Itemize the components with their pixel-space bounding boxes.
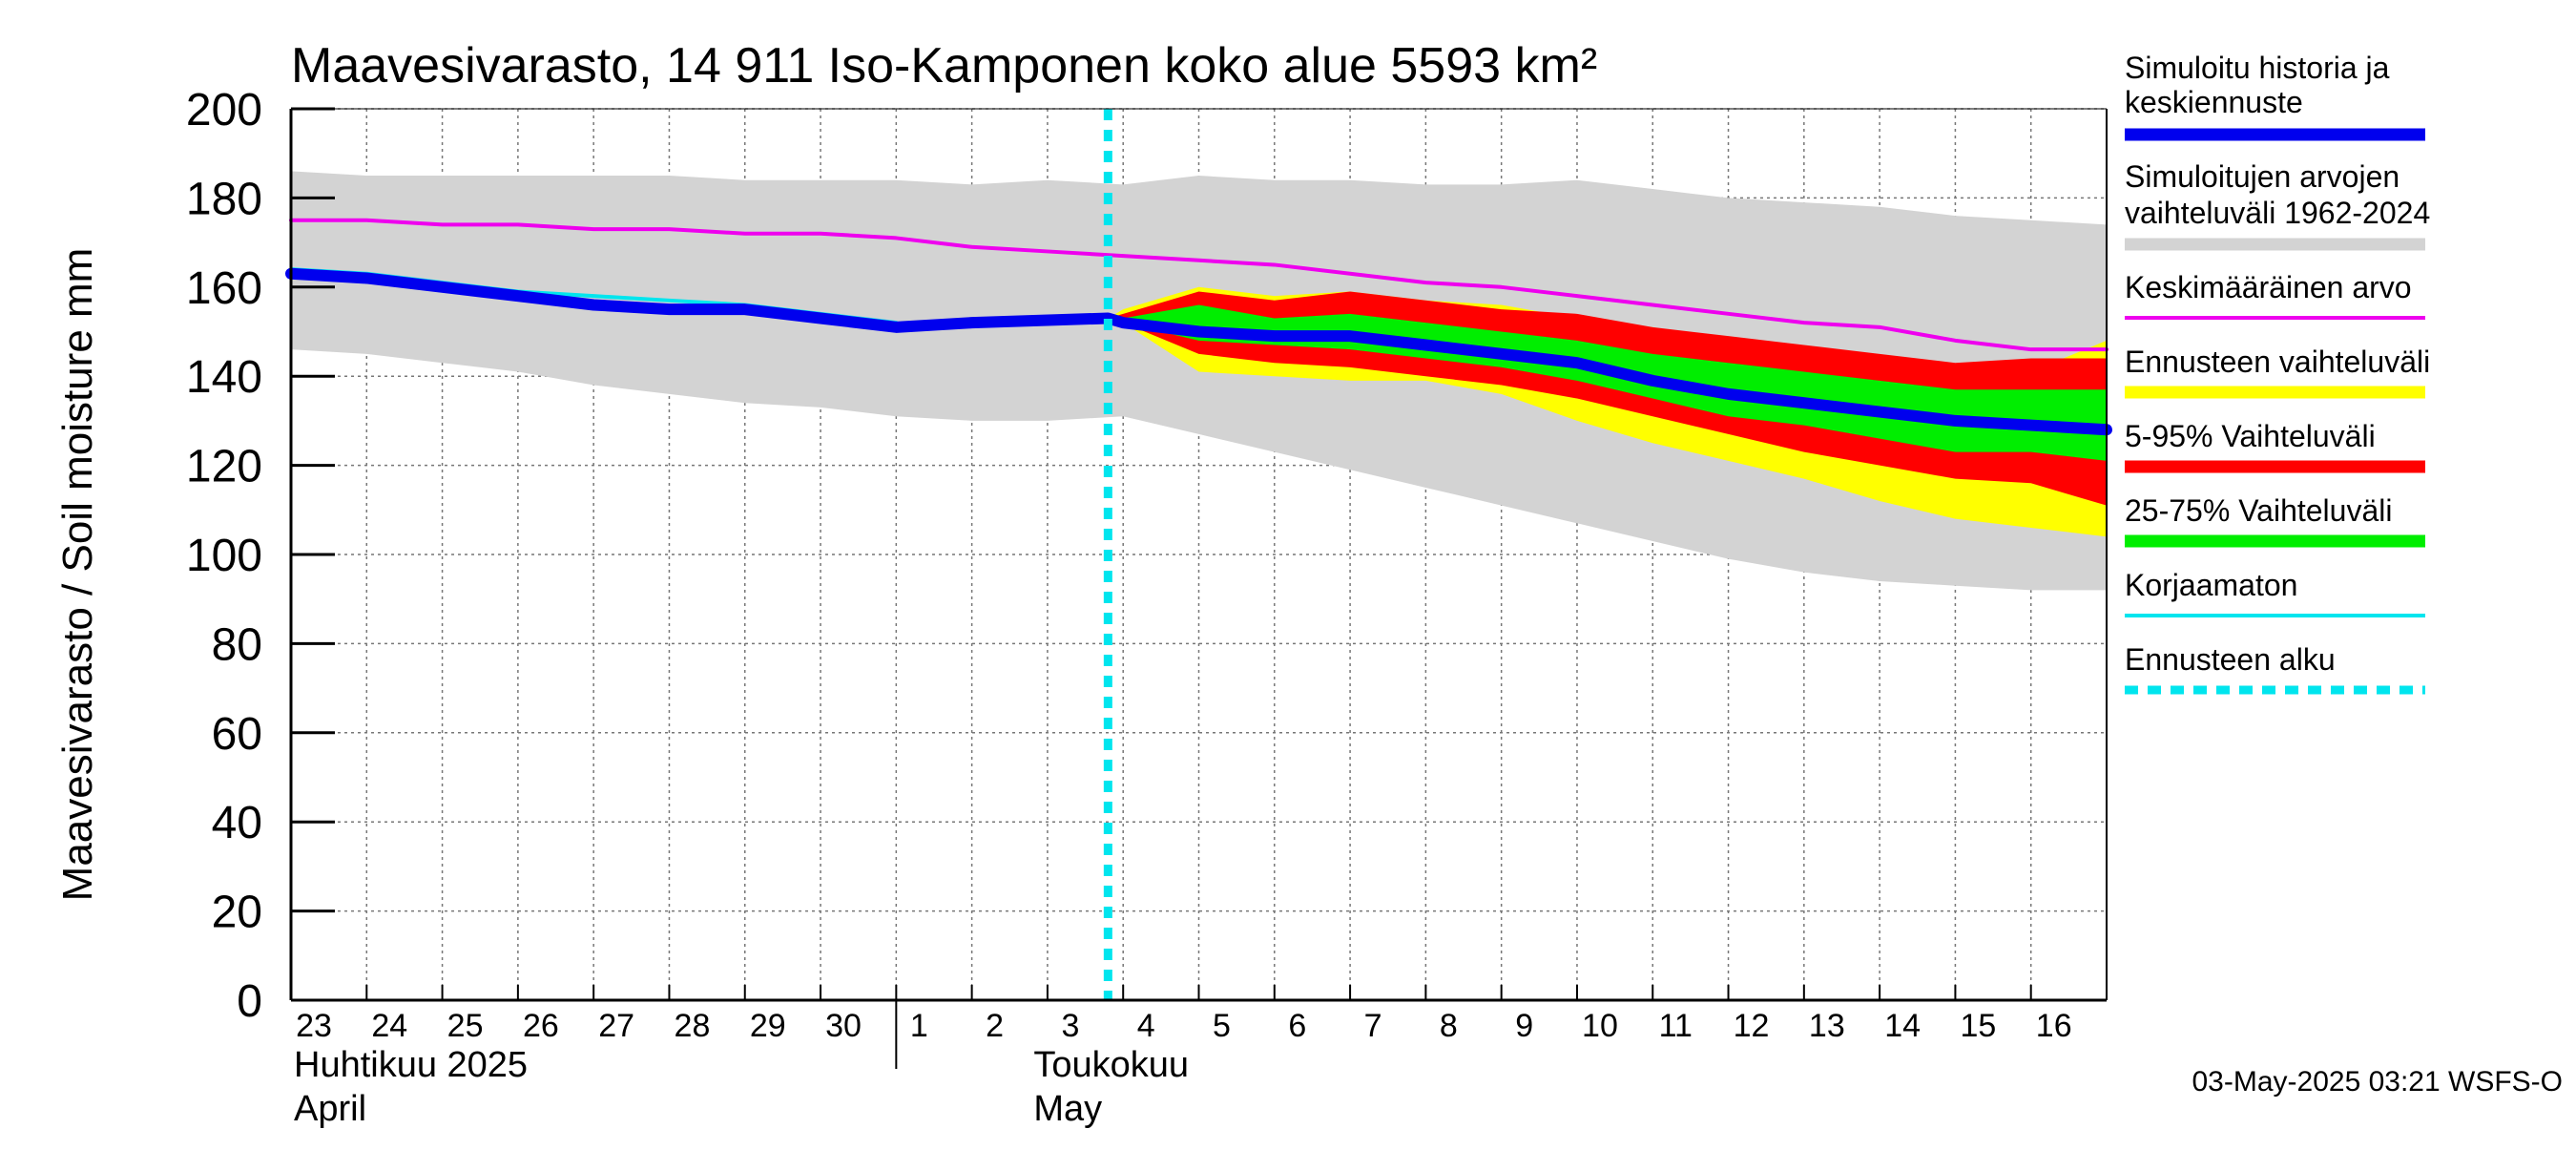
x-tick-label: 14 (1884, 1008, 1921, 1044)
x-tick-label: 30 (825, 1008, 862, 1044)
x-tick-label: 1 (910, 1008, 928, 1044)
x-tick-label: 4 (1137, 1008, 1155, 1044)
chart-title: Maavesivarasto, 14 911 Iso-Kamponen koko… (291, 38, 1597, 94)
x-tick-label: 8 (1440, 1008, 1458, 1044)
legend-label: Ennusteen vaihteluväli (2125, 345, 2430, 379)
x-tick-label: 9 (1515, 1008, 1533, 1044)
y-tick-label: 40 (212, 798, 262, 848)
footer-timestamp: 03-May-2025 03:21 WSFS-O (2192, 1066, 2564, 1098)
range-bands (291, 171, 2107, 591)
x-tick-label: 26 (523, 1008, 559, 1044)
legend-label: vaihteluväli 1962-2024 (2125, 196, 2430, 230)
x-tick-label: 28 (675, 1008, 711, 1044)
x-tick-label: 3 (1061, 1008, 1079, 1044)
legend-label: Simuloitujen arvojen (2125, 159, 2399, 194)
y-tick-label: 80 (212, 619, 262, 670)
y-tick-label: 160 (186, 263, 262, 314)
legend-label: Korjaamaton (2125, 568, 2297, 602)
x-tick-label: 15 (1961, 1008, 1997, 1044)
month-label-line1: Toukokuu (1033, 1045, 1189, 1085)
x-tick-label: 7 (1364, 1008, 1382, 1044)
x-tick-label: 29 (750, 1008, 786, 1044)
legend-label: Ennusteen alku (2125, 642, 2336, 677)
y-axis-label: Maavesivarasto / Soil moisture mm (54, 248, 101, 902)
band-series-0 (291, 171, 2107, 591)
y-tick-label: 100 (186, 531, 262, 581)
y-tick-label: 180 (186, 174, 262, 224)
y-tick-label: 200 (186, 85, 262, 136)
month-label-line1: Huhtikuu 2025 (294, 1045, 528, 1085)
series-lines (285, 109, 2112, 1000)
y-tick-label: 120 (186, 442, 262, 492)
month-label-line2: April (294, 1089, 366, 1129)
x-tick-label: 16 (2036, 1008, 2072, 1044)
y-tick-label: 60 (212, 709, 262, 760)
legend-label: Simuloitu historia ja (2125, 51, 2390, 85)
y-tick-label: 0 (237, 976, 262, 1027)
x-tick-label: 11 (1659, 1008, 1693, 1044)
legend-label: 5-95% Vaihteluväli (2125, 419, 2376, 453)
x-tick-label: 10 (1582, 1008, 1618, 1044)
legend-label: keskiennuste (2125, 85, 2303, 119)
line-series-4 (289, 218, 2109, 352)
x-tick-label: 25 (447, 1008, 484, 1044)
x-tick-label: 27 (598, 1008, 634, 1044)
x-tick-label: 24 (371, 1008, 407, 1044)
legend-label: 25-75% Vaihteluväli (2125, 493, 2392, 528)
y-tick-label: 20 (212, 888, 262, 938)
line-series-6 (285, 267, 2112, 436)
month-label-line2: May (1033, 1089, 1102, 1129)
legend-label: Keskimääräinen arvo (2125, 270, 2412, 304)
y-tick-label: 140 (186, 352, 262, 403)
x-tick-label: 2 (986, 1008, 1004, 1044)
band-series-3 (1108, 304, 2107, 461)
x-tick-label: 23 (296, 1008, 332, 1044)
x-tick-label: 13 (1809, 1008, 1845, 1044)
axes (289, 107, 2108, 1069)
x-tick-label: 5 (1213, 1008, 1231, 1044)
x-tick-label: 12 (1734, 1008, 1770, 1044)
x-tick-label: 6 (1288, 1008, 1306, 1044)
